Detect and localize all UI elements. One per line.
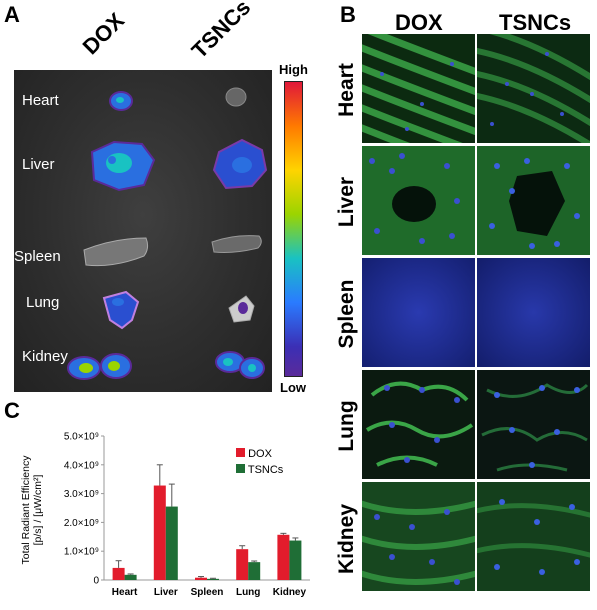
y-tick-label: 3.0×10⁹ [64,489,99,500]
organ-label-lung: Lung [26,294,60,311]
organ-label-heart: Heart [22,92,59,109]
micrograph-kidney-tsncs [477,482,590,591]
x-tick-label: Heart [112,587,138,598]
micrograph-heart-dox [362,34,475,143]
legend-swatch-tsncs [236,464,245,473]
micrograph-spleen-tsncs [477,258,590,367]
panel-a-col-dox: DOX [77,7,130,60]
colorbar [284,81,303,377]
micrograph-lung-dox [362,370,475,479]
bar-dox-liver [153,485,166,580]
bar-tsncs-spleen [207,578,219,580]
bar-dox-kidney [277,534,290,580]
bar-dox-spleen [195,577,207,580]
legend-item-tsncs: TSNCs [236,462,283,478]
y-tick-label: 0 [93,576,99,587]
y-tick-label: 5.0×10⁹ [64,432,99,443]
bar-tsncs-kidney [289,540,302,580]
chart-ylabel: Total Radiant Efficiency [p/s] / [μW/cm²… [20,410,44,610]
micrograph-lung-tsncs [477,370,590,479]
bar-tsncs-heart [124,574,137,580]
organ-label-kidney: Kidney [22,348,68,365]
x-tick-label: Lung [236,587,260,598]
micrograph-liver-dox [362,146,475,255]
y-tick-label: 4.0×10⁹ [64,460,99,471]
x-tick-label: Spleen [191,587,224,598]
ivis-organ-image: Heart Liver Spleen Lung Kidney [14,70,272,392]
bar-tsncs-lung [248,562,261,580]
panel-a-letter: A [4,2,20,27]
panel-b-row-spleen: Spleen [335,279,358,349]
colorbar-high-label: High [279,62,308,77]
bar-dox-lung [236,549,249,580]
micrograph-liver-tsncs [477,146,590,255]
legend-swatch-dox [236,448,245,457]
panel-a-col-tsncs: TSNCs [186,0,256,64]
chart-ylabel-line2: [p/s] / [μW/cm²] [32,474,44,546]
legend-label-dox: DOX [248,448,272,460]
legend-item-dox: DOX [236,446,283,462]
y-tick-label: 2.0×10⁹ [64,518,99,529]
x-tick-label: Liver [154,587,178,598]
panel-b-row-kidney: Kidney [335,504,358,575]
panel-b-col-dox: DOX [395,10,443,35]
chart-legend: DOX TSNCs [236,446,283,478]
bar-dox-heart [112,567,125,580]
panel-b-letter: B [340,2,356,27]
legend-label-tsncs: TSNCs [247,464,284,476]
chart-ylabel-line1: Total Radiant Efficiency [20,455,32,565]
micrograph-heart-tsncs [477,34,590,143]
bar-chart: 0 1.0×10⁹ 2.0×10⁹ 3.0×10⁹ 4.0×10⁹ 5.0×10⁹ Hear… [64,432,310,598]
panel-c-letter: C [4,398,20,423]
colorbar-low-label: Low [280,380,306,395]
organ-label-liver: Liver [22,156,55,173]
bar-tsncs-liver [165,506,178,580]
organ-label-spleen: Spleen [14,248,61,265]
micrograph-spleen-dox [362,258,475,367]
y-tick-label: 1.0×10⁹ [64,547,99,558]
panel-b-row-lung: Lung [335,400,358,452]
organ-fluorescence-blobs [67,87,268,380]
panel-b-col-tsncs: TSNCs [499,10,572,35]
micrograph-kidney-dox [362,482,475,591]
panel-b-row-liver: Liver [335,176,358,228]
x-tick-label: Kidney [273,587,307,598]
panel-b-row-heart: Heart [335,63,358,117]
